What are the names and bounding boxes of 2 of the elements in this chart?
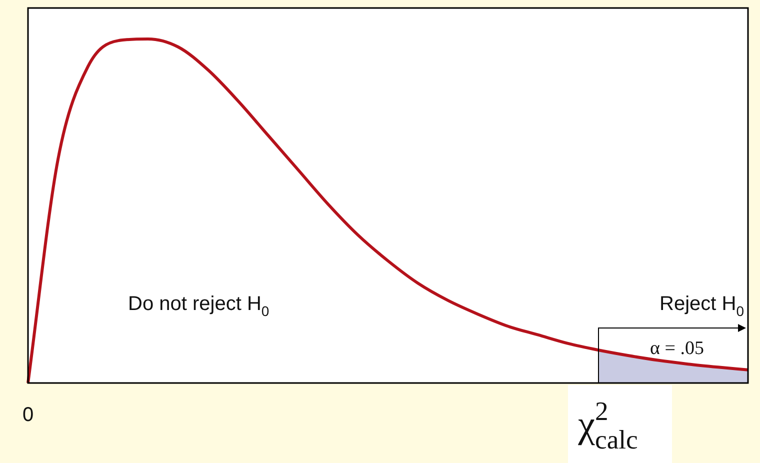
annotation: α = .05 bbox=[650, 338, 704, 359]
x-tick-label: 0 bbox=[22, 404, 34, 426]
